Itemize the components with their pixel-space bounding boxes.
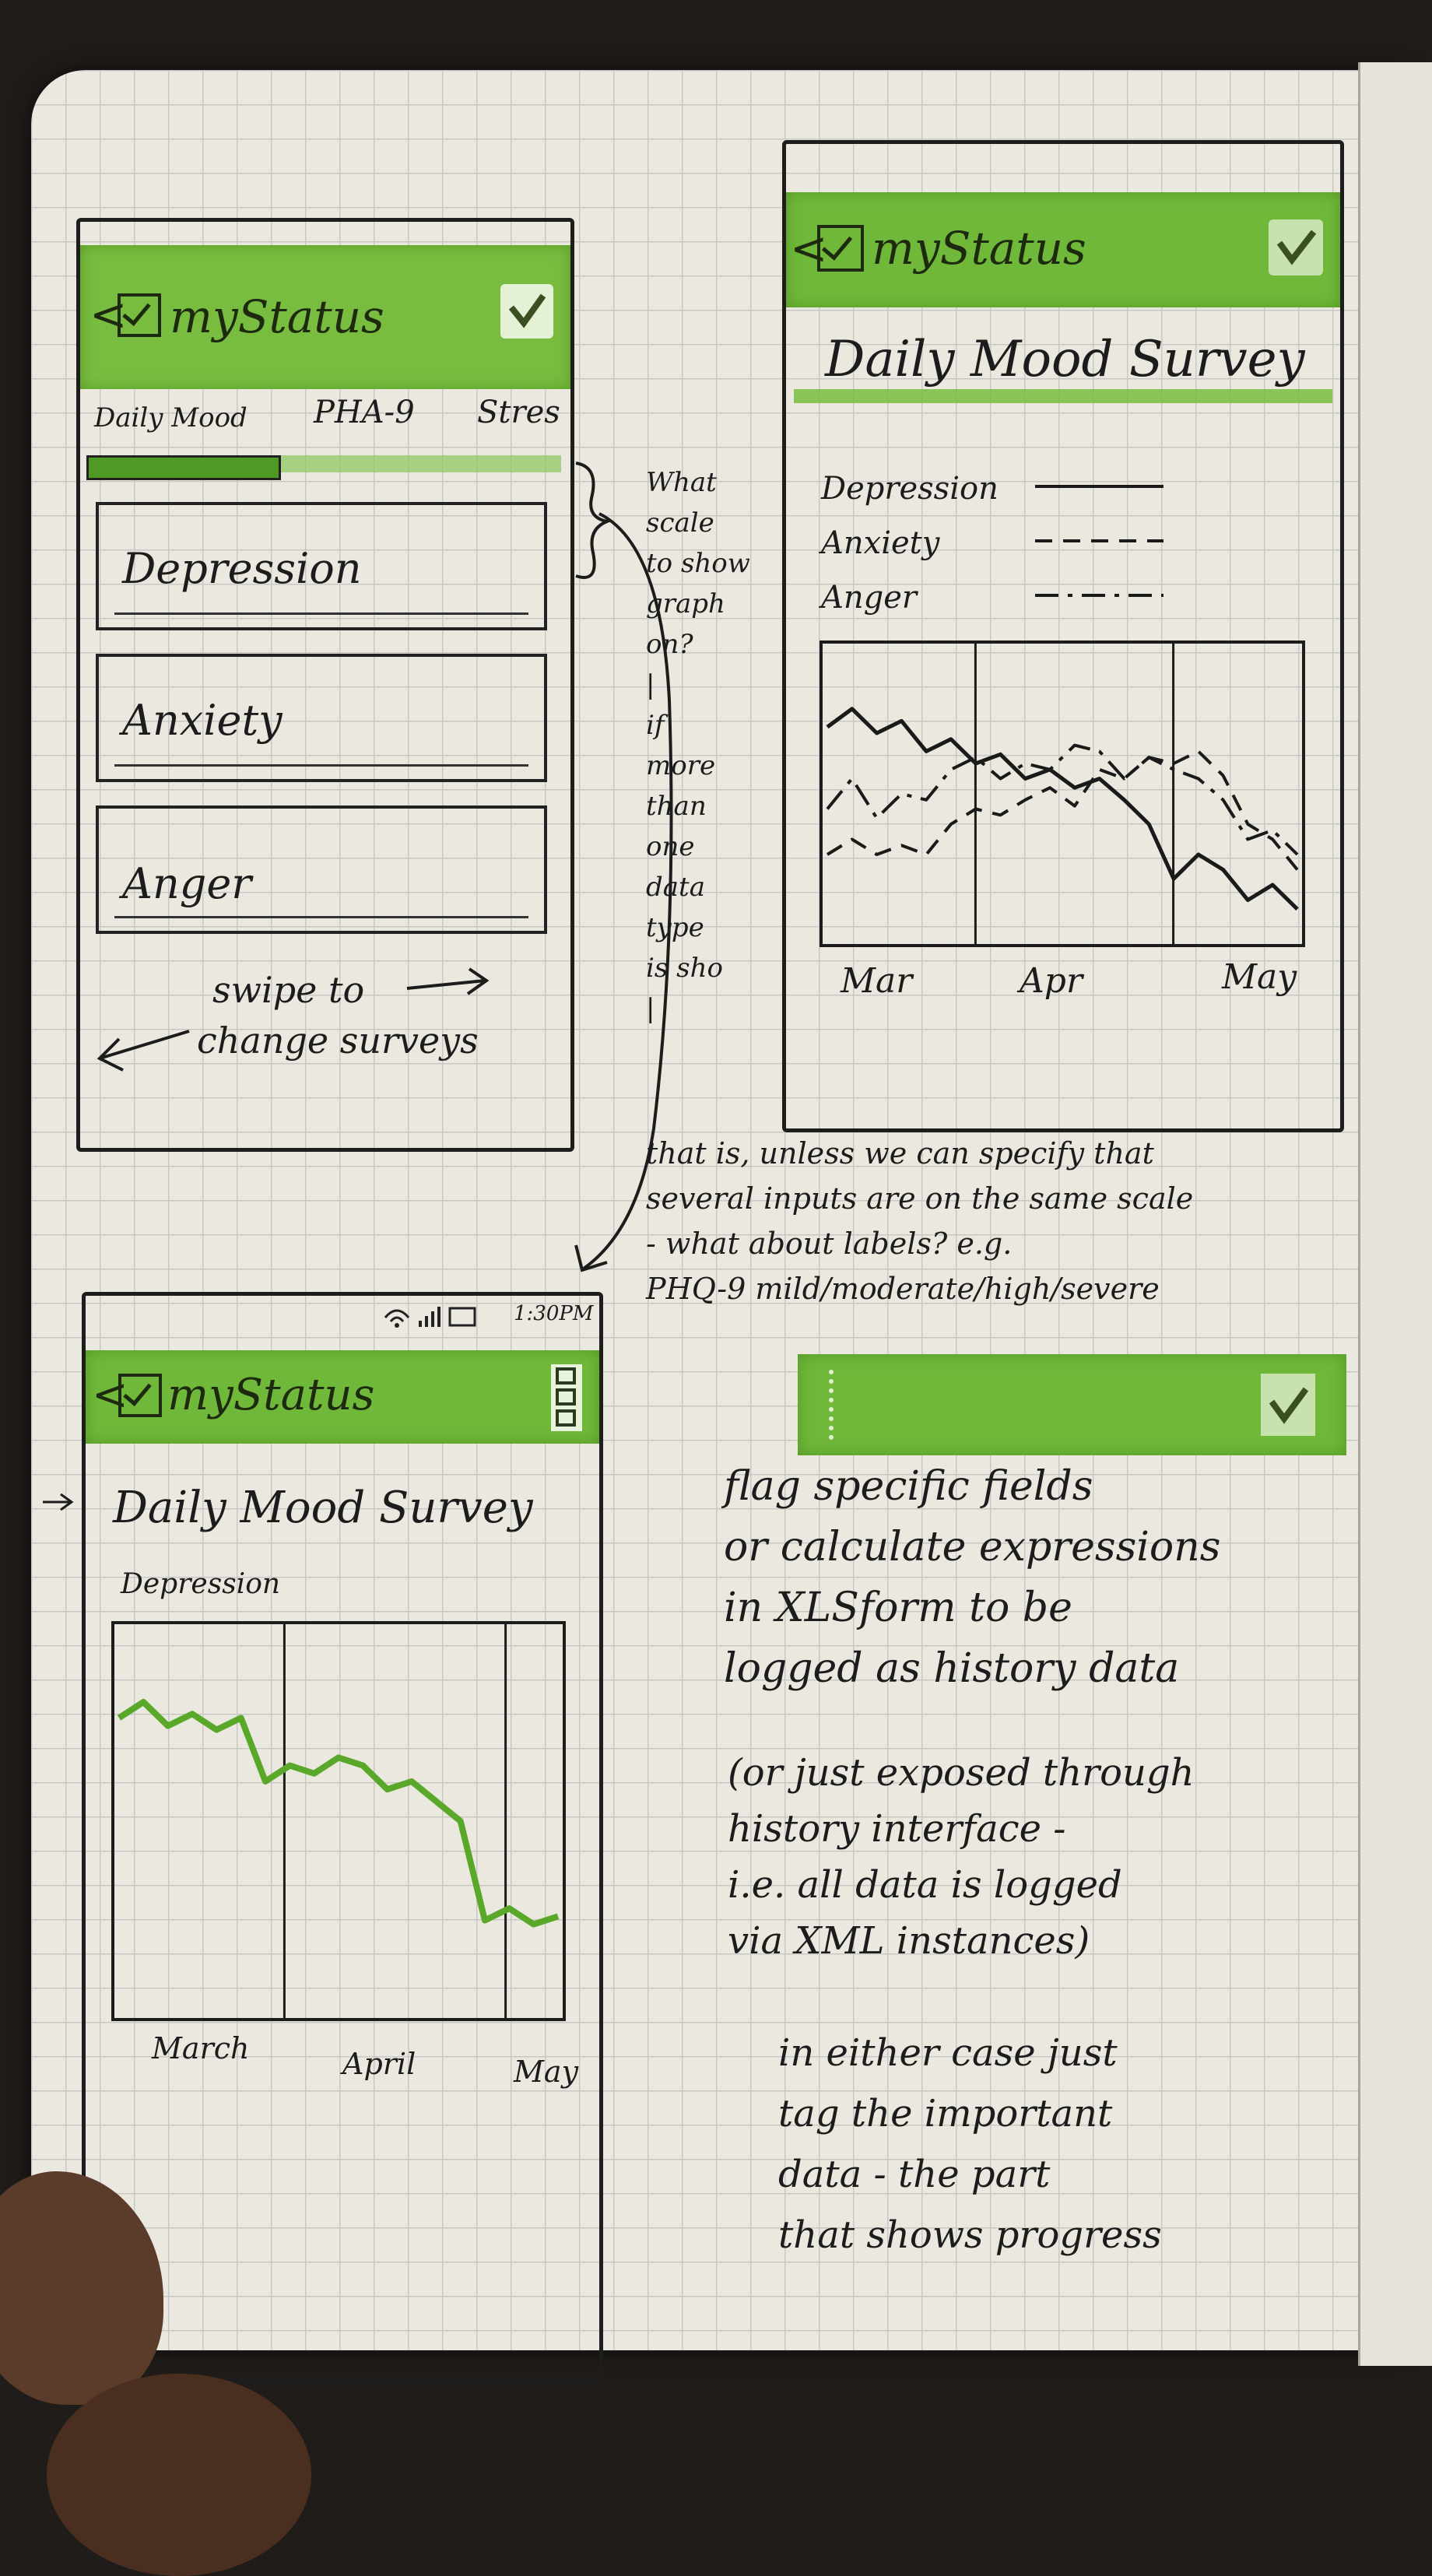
app-title: myStatus	[872, 222, 1086, 275]
dotted-edge	[829, 1370, 840, 1440]
app-title: myStatus	[170, 290, 384, 343]
chart-frame	[820, 640, 1305, 947]
status-time: 1:30PM	[514, 1302, 594, 1325]
notebook-page	[31, 70, 1409, 2350]
mood-chart	[820, 640, 1305, 947]
app-logo-checkbox-icon	[817, 225, 864, 272]
unless-lines-line: that is, unless we can specify that	[646, 1136, 1154, 1170]
title-underline	[794, 389, 1332, 403]
exposed-lines-line: history interface -	[728, 1807, 1066, 1851]
app-bar: < myStatus	[86, 1350, 599, 1444]
field-underline	[114, 916, 528, 918]
scale-question-line: scale	[646, 507, 714, 539]
exposed-lines-line: via XML instances)	[728, 1919, 1090, 1963]
tab-pha-9[interactable]: PHA-9	[314, 395, 415, 430]
curved-arrow	[574, 512, 673, 1272]
swipe-arrows-icon	[97, 967, 490, 1072]
month-label-march: March	[152, 2031, 250, 2065]
month-label-apr: Apr	[1020, 961, 1083, 1001]
scale-question-line: than	[646, 791, 707, 822]
month-label-april: April	[342, 2047, 416, 2081]
flag-lines-line: logged as history data	[724, 1645, 1180, 1692]
bracket-annotation	[575, 462, 612, 579]
field-anger[interactable]: Anger	[96, 805, 547, 934]
either-lines-line: tag the important	[778, 2092, 1113, 2136]
month-label-may: May	[1222, 957, 1297, 997]
overflow-menu-icon[interactable]	[551, 1364, 582, 1431]
scale-question-line: is sho	[646, 953, 723, 984]
swipe-hint-line1: swipe to	[212, 969, 365, 1011]
field-underline	[114, 612, 528, 615]
flag-lines-line: flag specific fields	[724, 1463, 1093, 1510]
tab-stres[interactable]: Stres	[477, 395, 560, 430]
scale-question-line: if	[646, 710, 665, 741]
series-line-depression	[826, 707, 1299, 911]
scale-question-line: to show	[646, 548, 750, 579]
either-lines-line: that shows progress	[778, 2213, 1162, 2257]
unless-lines-line: several inputs are on the same scale	[646, 1181, 1194, 1216]
field-anxiety-label: Anxiety	[122, 696, 283, 745]
flag-lines-line: in XLSform to be	[724, 1585, 1072, 1631]
unless-lines-line: PHQ-9 mild/moderate/high/severe	[646, 1272, 1160, 1306]
wifi-signal-battery-icons	[384, 1307, 476, 1328]
scale-question-line: data	[646, 872, 705, 903]
scale-question-line: What	[646, 467, 717, 498]
scale-question-line: type	[646, 912, 704, 943]
legend-anger: Anger	[821, 580, 918, 616]
field-underline	[114, 764, 528, 767]
depression-chart	[111, 1621, 566, 2021]
tab-track	[281, 455, 561, 472]
either-lines-line: in either case just	[778, 2031, 1118, 2075]
app-logo-checkbox-icon	[118, 1374, 162, 1417]
chart-label: Depression	[121, 1568, 281, 1600]
sketch-multi-series-graph: < myStatus Daily Mood Survey Depression …	[782, 140, 1344, 1132]
app-bar: < myStatus	[80, 245, 570, 389]
exposed-lines-line: (or just exposed through	[728, 1751, 1195, 1795]
unless-lines-line: - what about labels? e.g.	[646, 1227, 1013, 1261]
exposed-lines-line: i.e. all data is logged	[728, 1863, 1122, 1907]
sketch-survey-list: < myStatus Daily Mood PHA-9 Stres Depres…	[76, 218, 574, 1152]
field-anxiety[interactable]: Anxiety	[96, 654, 547, 782]
small-arrow-icon	[43, 1493, 74, 1511]
tab-indicator	[86, 455, 281, 480]
flag-lines-line: or calculate expressions	[724, 1524, 1221, 1571]
month-label-may: May	[514, 2055, 579, 2089]
app-title: myStatus	[167, 1370, 375, 1420]
month-label-mar: Mar	[841, 961, 913, 1001]
menu-icon[interactable]	[500, 284, 553, 339]
scale-question-line: |	[646, 669, 655, 700]
legend-depression: Depression	[821, 471, 999, 507]
app-bar: < myStatus	[786, 192, 1340, 307]
survey-title: Daily Mood Survey	[113, 1483, 533, 1533]
sketch-single-series-graph: 1:30PM < myStatus Daily Mood Survey Depr…	[82, 1292, 603, 2381]
notebook-next-page	[1358, 62, 1432, 2366]
legend-anxiety: Anxiety	[821, 525, 940, 561]
series-line-depression	[117, 1699, 560, 1928]
green-app-bar-sketch	[798, 1354, 1346, 1455]
swipe-hint-line2: change surveys	[197, 1020, 479, 1062]
menu-icon[interactable]	[1269, 219, 1323, 275]
finger	[47, 2374, 311, 2576]
series-line-anger	[826, 743, 1299, 856]
field-depression-label: Depression	[122, 544, 362, 593]
scale-question-line: more	[646, 750, 716, 781]
field-depression[interactable]: Depression	[96, 502, 547, 630]
series-line-anxiety	[826, 749, 1299, 871]
chart-frame	[111, 1621, 566, 2021]
either-lines-line: data - the part	[778, 2153, 1051, 2196]
field-anger-label: Anger	[122, 859, 252, 908]
survey-title: Daily Mood Survey	[825, 331, 1305, 388]
menu-icon	[1261, 1374, 1315, 1436]
legend-swatches	[1035, 485, 1164, 597]
status-bar: 1:30PM	[86, 1296, 599, 1335]
scale-question-line: |	[646, 993, 655, 1024]
scale-question-line: on?	[646, 629, 693, 660]
app-logo-checkbox-icon	[118, 293, 161, 337]
tab-daily-mood[interactable]: Daily Mood	[94, 402, 247, 433]
